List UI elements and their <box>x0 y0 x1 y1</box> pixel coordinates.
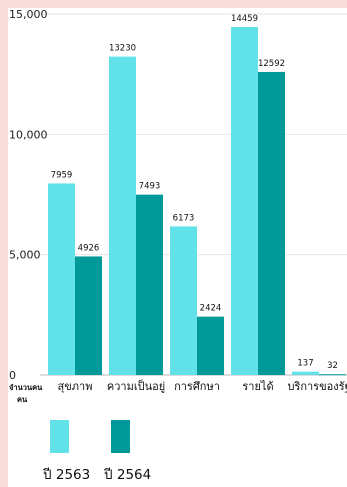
y-tick-label: 0 <box>9 369 16 382</box>
legend-swatch-2563 <box>50 420 69 453</box>
category-label: บริการของรัฐ <box>287 380 347 393</box>
bar-chart: 0 5,000 10,000 15,000 7959 4926 สุขภาพ 13230 74… <box>9 8 347 404</box>
chart-panel: 0 5,000 10,000 15,000 7959 4926 สุขภาพ 13230 74… <box>8 8 347 487</box>
bar <box>75 256 102 375</box>
data-label: 32 <box>327 361 338 371</box>
bar <box>231 27 258 375</box>
bar <box>292 371 319 375</box>
data-label: 4926 <box>78 243 100 253</box>
data-label: 6173 <box>173 213 195 223</box>
data-label: 2424 <box>200 304 222 314</box>
data-label: 13230 <box>109 44 136 54</box>
data-label: 12592 <box>258 59 285 69</box>
bar <box>170 226 197 375</box>
bar <box>258 71 285 376</box>
legend-swatch-2564 <box>111 420 130 453</box>
category-label: การศึกษา <box>174 380 220 393</box>
data-label: 14459 <box>231 14 258 24</box>
legend-label-2564: ปี 2564 <box>104 467 152 483</box>
data-label: 137 <box>297 359 313 369</box>
bar <box>197 316 224 375</box>
legend-item-2563: ปี 2563 <box>43 420 90 483</box>
category-label: สุขภาพ <box>58 380 93 393</box>
y-tick-label: 5,000 <box>9 249 41 262</box>
bar <box>136 194 163 375</box>
y-tick-label: 15,000 <box>9 8 48 21</box>
y-axis-label: คน <box>17 395 28 404</box>
category-label: ความเป็นอยู่ <box>107 379 165 393</box>
y-tick-label: 10,000 <box>9 128 48 141</box>
legend-label-2563: ปี 2563 <box>43 467 91 483</box>
data-label: 7493 <box>139 182 161 192</box>
bar <box>48 183 75 375</box>
legend-item-2564: ปี 2564 <box>104 420 151 483</box>
bar <box>319 374 346 376</box>
y-axis-label: จำนวนคน <box>9 383 43 392</box>
data-label: 7959 <box>51 170 73 180</box>
category-label: รายได้ <box>242 380 273 393</box>
bar <box>109 56 136 376</box>
